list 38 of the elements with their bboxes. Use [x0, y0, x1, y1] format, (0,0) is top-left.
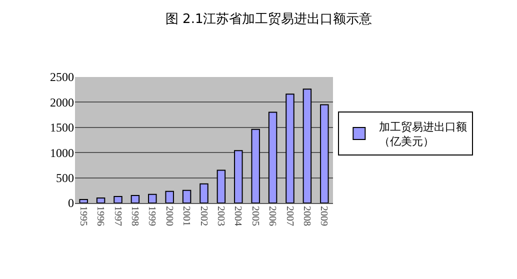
bar [165, 190, 174, 203]
bar [182, 190, 192, 203]
bar [200, 183, 208, 203]
legend-label: 加工贸易进出口额（亿美元） [379, 120, 468, 148]
x-tick-label: 1997 [112, 206, 123, 226]
bar [114, 196, 122, 203]
x-tick-label: 1996 [94, 206, 106, 226]
y-tick-label: 1000 [50, 146, 74, 160]
bar [286, 94, 294, 203]
bar [148, 194, 157, 203]
bar [96, 197, 106, 203]
x-tick-label: 2006 [266, 206, 278, 226]
bar [320, 104, 329, 203]
y-tick-label: 0 [68, 196, 74, 210]
x-tick-label: 1995 [77, 206, 88, 226]
chart-title: 图 2.1江苏省加工贸易进出口额示意 [165, 12, 372, 28]
bar [268, 112, 278, 203]
x-tick-label: 2005 [249, 206, 260, 226]
y-tick-label: 2000 [50, 95, 74, 110]
x-tick-label: 2001 [180, 206, 192, 226]
x-tick-label: 1999 [146, 206, 158, 226]
x-tick-label: 2009 [318, 206, 330, 226]
bar [130, 194, 140, 203]
bar [251, 128, 260, 203]
x-tick-label: 2007 [284, 206, 295, 226]
x-tick-label: 2000 [163, 206, 174, 226]
bar [79, 198, 88, 203]
bar [234, 150, 243, 203]
x-tick-label: 1998 [128, 206, 140, 226]
x-tick-label: 2002 [198, 206, 209, 226]
y-tick-label: 2500 [50, 70, 74, 84]
x-tick-label: 2003 [214, 206, 226, 226]
x-tick-label: 2008 [300, 206, 312, 226]
bar [302, 88, 312, 203]
y-tick-label: 1500 [50, 120, 74, 135]
y-tick-label: 500 [56, 171, 74, 185]
bar [216, 170, 226, 203]
x-tick-label: 2004 [232, 206, 244, 226]
